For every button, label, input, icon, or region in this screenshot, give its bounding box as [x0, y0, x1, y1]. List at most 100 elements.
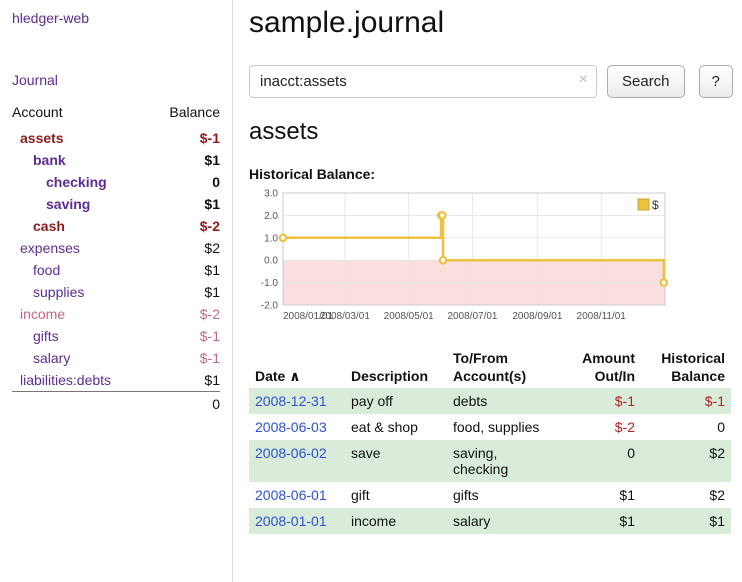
- historical-balance-chart[interactable]: 3.0 2.0 1.0 0.0 -1.0 -2.0 2008/01/012008/03/01…: [249, 187, 673, 327]
- accounts-table: Account Balance assets $-1 bank $1 checking 0…: [12, 102, 220, 415]
- account-row: bank $1: [12, 149, 220, 171]
- account-link-assets[interactable]: assets: [20, 130, 64, 146]
- accounts-header-balance: Balance: [169, 104, 220, 120]
- transaction-date-link[interactable]: 2008-01-01: [255, 513, 327, 530]
- sidebar-item-journal[interactable]: Journal: [12, 72, 58, 88]
- transaction-accounts: gifts: [453, 487, 479, 504]
- x-axis-tick-label: 2008/11/01: [577, 311, 627, 322]
- account-link-bank[interactable]: bank: [33, 152, 66, 168]
- account-row: gifts $-1: [12, 325, 220, 347]
- transaction-amount: $-2: [614, 419, 635, 436]
- account-link-expenses[interactable]: expenses: [20, 240, 80, 256]
- accounts-total-balance: 0: [149, 391, 220, 415]
- account-row: saving $1: [12, 193, 220, 215]
- account-heading: assets: [249, 118, 319, 145]
- account-link-liabilities-debts[interactable]: liabilities:debts: [20, 372, 112, 388]
- account-balance: $-2: [199, 218, 220, 234]
- y-axis-tick-label: 1.0: [264, 233, 278, 244]
- transaction-balance: 0: [717, 419, 725, 436]
- account-row: food $1: [12, 259, 220, 281]
- account-row: checking 0: [12, 171, 220, 193]
- transaction-date-link[interactable]: 2008-12-31: [255, 393, 327, 410]
- y-axis-tick-label: 0.0: [264, 256, 278, 267]
- account-row: expenses $2: [12, 237, 220, 259]
- accounts-total-spacer: [12, 391, 150, 415]
- search-input[interactable]: [249, 65, 597, 98]
- account-balance: $-2: [199, 306, 220, 322]
- account-balance: $1: [204, 262, 220, 278]
- account-balance: $2: [204, 240, 220, 256]
- data-point-marker: [278, 233, 288, 243]
- accounts-body: assets $-1 bank $1 checking 0 saving $1 cash $-2 e…: [12, 127, 220, 392]
- register-header-row: Date ∧ Description To/From Account(s) Am…: [249, 346, 731, 388]
- transaction-date-link[interactable]: 2008-06-01: [255, 487, 327, 504]
- account-link-checking[interactable]: checking: [46, 174, 107, 190]
- account-row: cash $-2: [12, 215, 220, 237]
- register-body: 2008-12-31 pay off debts $-1 $-1 2008-06-03 ea…: [249, 388, 731, 535]
- register-row: 2008-06-03 eat & shop food, supplies $-2 0: [249, 414, 731, 440]
- account-row: liabilities:debts $1: [12, 369, 220, 392]
- help-button[interactable]: ?: [698, 65, 733, 98]
- transaction-accounts: saving, checking: [453, 445, 509, 478]
- data-point-marker: [438, 255, 448, 265]
- data-point-marker: [437, 211, 447, 220]
- x-axis-tick-label: 2008/03/01: [320, 311, 370, 322]
- account-row: supplies $1: [12, 281, 220, 303]
- x-axis-tick-label: 2008/01/01: [283, 311, 333, 322]
- transaction-date-link[interactable]: 2008-06-02: [255, 445, 327, 462]
- register-col-date[interactable]: Date ∧: [249, 346, 345, 388]
- account-link-gifts[interactable]: gifts: [33, 328, 59, 344]
- account-link-cash[interactable]: cash: [33, 218, 65, 234]
- register-col-amount[interactable]: Amount Out/In: [582, 350, 635, 385]
- account-balance: $1: [204, 372, 220, 388]
- register-col-accounts[interactable]: To/From Account(s): [453, 350, 527, 385]
- register-row: 2008-12-31 pay off debts $-1 $-1: [249, 388, 731, 415]
- transaction-description: gift: [351, 487, 370, 504]
- register-col-description[interactable]: Description: [351, 368, 429, 385]
- account-row: salary $-1: [12, 347, 220, 369]
- y-axis-tick-label: 2.0: [264, 211, 278, 222]
- search-box: ×: [249, 65, 597, 98]
- y-axis-tick-label: -1.0: [261, 278, 279, 289]
- transaction-amount: $-1: [614, 393, 635, 410]
- account-balance: $1: [204, 196, 220, 212]
- account-link-food[interactable]: food: [33, 262, 61, 278]
- account-link-salary[interactable]: salary: [33, 350, 71, 366]
- account-row: assets $-1: [12, 127, 220, 149]
- transaction-description: pay off: [351, 393, 393, 410]
- x-axis-tick-label: 2008/07/01: [447, 311, 497, 322]
- account-balance: $-1: [199, 130, 220, 146]
- transaction-amount: $1: [619, 513, 635, 530]
- account-link-income[interactable]: income: [20, 306, 66, 322]
- accounts-header-account: Account: [12, 104, 63, 120]
- legend-label: $: [652, 198, 659, 212]
- legend-swatch: [637, 198, 650, 211]
- sort-asc-icon[interactable]: ∧: [289, 368, 301, 385]
- account-balance: $-1: [199, 350, 220, 366]
- main-content: sample.journal × Search ? assets Histori…: [233, 0, 742, 582]
- search-bar: × Search ?: [249, 65, 734, 98]
- transaction-date-link[interactable]: 2008-06-03: [255, 419, 327, 436]
- account-link-saving[interactable]: saving: [46, 196, 91, 212]
- account-balance: $1: [204, 152, 220, 168]
- account-link-supplies[interactable]: supplies: [33, 284, 85, 300]
- transaction-amount: 0: [627, 445, 635, 462]
- transaction-accounts: food, supplies: [453, 419, 540, 436]
- app-title-link[interactable]: hledger-web: [12, 10, 90, 26]
- clear-search-icon[interactable]: ×: [578, 71, 588, 88]
- transaction-balance: $2: [709, 487, 725, 504]
- register-col-balance[interactable]: Historical Balance: [661, 350, 725, 385]
- register-row: 2008-01-01 income salary $1 $1: [249, 508, 731, 535]
- account-balance: $-1: [199, 328, 220, 344]
- transaction-balance: $2: [709, 445, 725, 462]
- transaction-accounts: salary: [453, 513, 491, 530]
- data-point-marker: [659, 278, 669, 287]
- accounts-header-row: Account Balance: [12, 102, 220, 127]
- search-button[interactable]: Search: [607, 65, 685, 98]
- chart-title: Historical Balance:: [249, 166, 376, 182]
- account-balance: 0: [212, 174, 220, 190]
- accounts-total-row: 0: [12, 391, 220, 415]
- transaction-description: save: [351, 445, 381, 462]
- sidebar: hledger-web Journal Account Balance asse…: [0, 0, 233, 582]
